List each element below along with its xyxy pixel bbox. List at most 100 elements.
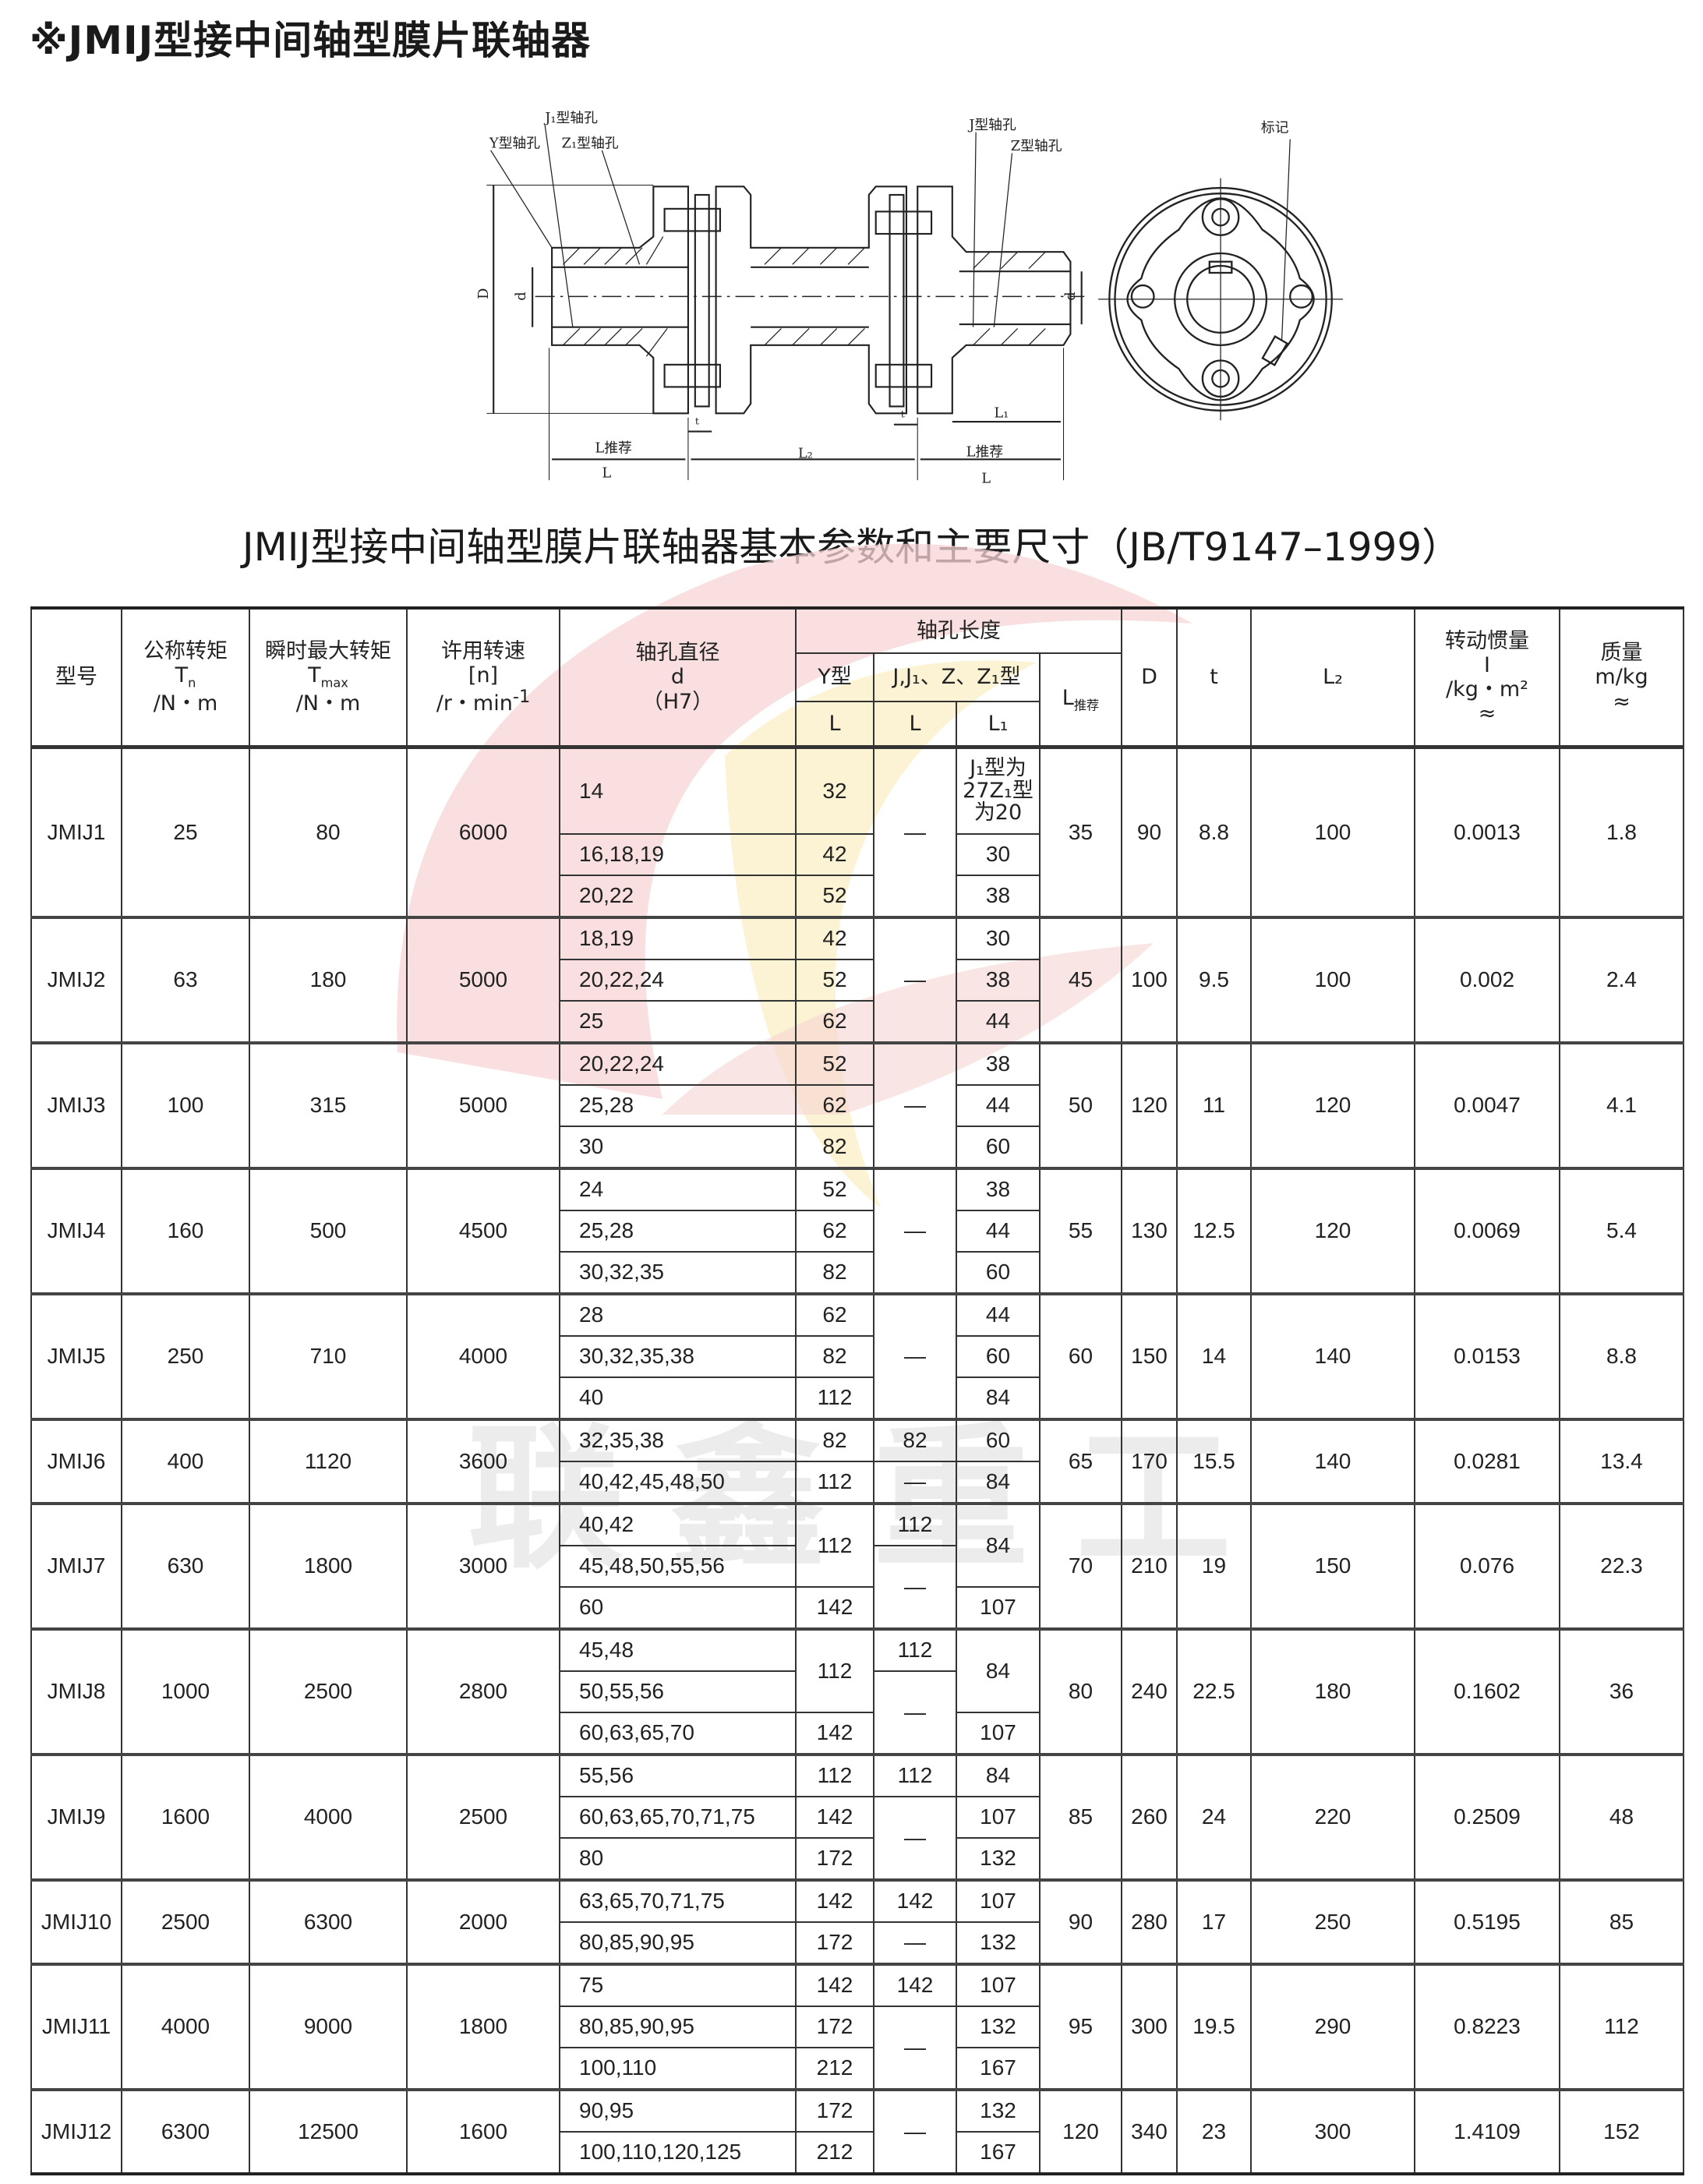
label-t-right: t bbox=[901, 408, 905, 420]
header-tn-name: 公称转矩 bbox=[143, 639, 228, 664]
cell-bore-diameter: 20,22 bbox=[559, 875, 797, 918]
cell-bore-diameter: 16,18,19 bbox=[559, 833, 797, 876]
cell-max-torque: 9000 bbox=[249, 1963, 408, 2090]
label-z1-bore: Z₁型轴孔 bbox=[562, 135, 619, 151]
cell-outer-d: 120 bbox=[1121, 1041, 1178, 1169]
cell-bore-diameter: 24 bbox=[559, 1167, 797, 1211]
header-mass-name: 质量 bbox=[1600, 641, 1643, 666]
cell-y-length: 42 bbox=[795, 833, 874, 876]
cell-model: JMIJ7 bbox=[30, 1502, 122, 1630]
cell-bore-diameter: 45,48 bbox=[559, 1627, 797, 1672]
cell-speed: 4000 bbox=[406, 1292, 560, 1420]
header-speed-sym: [n] bbox=[468, 663, 499, 687]
table-row: 80,85,90,95 172—132 bbox=[31, 1921, 1684, 1965]
header-bore-length: 轴孔长度 bbox=[795, 607, 1122, 654]
cell-y-length: 212 bbox=[795, 2131, 874, 2175]
cell-outer-d: 300 bbox=[1121, 1963, 1178, 2090]
table-row: 60 142 107 bbox=[31, 1586, 1684, 1630]
cell-nominal-torque: 160 bbox=[121, 1167, 250, 1295]
cell-speed: 2000 bbox=[406, 1878, 560, 1965]
cell-bore-diameter: 30,32,35,38 bbox=[559, 1335, 797, 1378]
cell-jz-length: — bbox=[873, 1545, 957, 1630]
table-row: JMIJ12 6300 12500 1600 90,95 172—132 120 340 23 3… bbox=[30, 2088, 1684, 2175]
cell-jz-length-l1: 84 bbox=[956, 1753, 1041, 1797]
cell-bore-diameter: 63,65,70,71,75 bbox=[559, 1878, 797, 1923]
cell-outer-d: 340 bbox=[1121, 2088, 1178, 2175]
cell-jz-length-l1: 107 bbox=[956, 1712, 1041, 1755]
table-row: JMIJ6 400 1120 3600 32,35,38 82 82 60 65 170 15.5 1… bbox=[30, 1418, 1684, 1504]
cell-bore-diameter: 25,28 bbox=[559, 1084, 797, 1127]
cell-jz-length: — bbox=[873, 1921, 957, 1965]
cell-nominal-torque: 25 bbox=[121, 745, 250, 918]
header-inertia-name: 转动惯量 bbox=[1445, 628, 1529, 653]
table-row: 45,48,50,55,56 — bbox=[31, 1545, 1684, 1630]
coupling-drawing: J₁型轴孔 Y型轴孔 Z₁型轴孔 J型轴孔 Z型轴孔 标记 D d d t t … bbox=[475, 110, 1344, 487]
cell-l-recommended: 95 bbox=[1039, 1963, 1122, 2090]
cell-model: JMIJ4 bbox=[30, 1167, 122, 1295]
cell-l-recommended: 45 bbox=[1039, 916, 1122, 1044]
cell-bore-diameter: 30,32,35 bbox=[559, 1251, 797, 1295]
table-row: JMIJ8 1000 2500 2800 45,48 112 112 84 80 240 22.5 1… bbox=[30, 1627, 1684, 1755]
cell-jz-length-l1: 107 bbox=[956, 1796, 1041, 1839]
cell-bore-diameter: 60,63,65,70,71,75 bbox=[559, 1796, 797, 1839]
cell-jz-length: — bbox=[873, 1670, 957, 1755]
cell-speed: 1600 bbox=[406, 2088, 560, 2175]
label-j1-bore: J₁型轴孔 bbox=[543, 110, 598, 126]
cell-y-length: 52 bbox=[795, 1167, 874, 1211]
cell-bore-diameter: 18,19 bbox=[559, 916, 797, 960]
cell-mass: 13.4 bbox=[1559, 1418, 1684, 1504]
table-row: 100,110 212 167 bbox=[31, 2047, 1684, 2090]
cell-max-torque: 4000 bbox=[249, 1753, 408, 1881]
cell-inertia: 0.076 bbox=[1414, 1502, 1560, 1630]
label-y-bore: Y型轴孔 bbox=[489, 135, 540, 151]
label-d-left: d bbox=[513, 292, 529, 300]
cell-y-length: 142 bbox=[795, 1796, 874, 1839]
cell-max-torque: 1800 bbox=[249, 1502, 408, 1630]
header-max-torque: 瞬时最大转矩 Tmax/N・m bbox=[249, 607, 408, 749]
cell-speed: 2500 bbox=[406, 1753, 560, 1881]
cell-jz-length-l1: 44 bbox=[956, 1210, 1041, 1253]
cell-mass: 1.8 bbox=[1559, 745, 1684, 918]
cell-jz-length-l1: 44 bbox=[956, 1292, 1041, 1337]
cell-jz-length: 142 bbox=[873, 1963, 957, 2007]
cell-y-length: 52 bbox=[795, 875, 874, 918]
label-L-left: L bbox=[602, 465, 611, 481]
cell-y-length: 112 bbox=[795, 1376, 874, 1420]
cell-bore-diameter: 40,42,45,48,50 bbox=[559, 1461, 797, 1504]
label-L1: L₁ bbox=[994, 405, 1009, 422]
cell-jz-length: — bbox=[873, 916, 957, 1044]
cell-mass: 48 bbox=[1559, 1753, 1684, 1881]
cell-jz-length-l1: 44 bbox=[956, 1084, 1041, 1127]
header-jz-L: L bbox=[873, 701, 957, 749]
cell-jz-length-l1: 107 bbox=[956, 1963, 1041, 2007]
cell-jz-length: — bbox=[873, 745, 957, 918]
cell-t: 9.5 bbox=[1176, 916, 1252, 1044]
cell-jz-length-l1: 84 bbox=[956, 1502, 1041, 1588]
cell-l2: 100 bbox=[1250, 745, 1415, 918]
cell-speed: 5000 bbox=[406, 1041, 560, 1169]
cell-y-length: 142 bbox=[795, 1878, 874, 1923]
cell-y-length: 172 bbox=[795, 1837, 874, 1881]
header-lrec-sym: L bbox=[1062, 685, 1074, 710]
cell-y-length: 62 bbox=[795, 1000, 874, 1044]
cell-model: JMIJ3 bbox=[30, 1041, 122, 1169]
cell-jz-length: — bbox=[873, 2088, 957, 2175]
cell-outer-d: 260 bbox=[1121, 1753, 1178, 1881]
cell-bore-diameter: 50,55,56 bbox=[559, 1670, 797, 1713]
spec-table: 型号 公称转矩 Tn/N・m 瞬时最大转矩 Tmax/N・m 许用转速 [n]/r・m… bbox=[30, 606, 1684, 2175]
cell-bore-diameter: 45,48,50,55,56 bbox=[559, 1545, 797, 1588]
label-d-right: d bbox=[1062, 292, 1079, 300]
table-row: JMIJ7 630 1800 3000 40,42 112 112 84 70 210 19 150 0… bbox=[30, 1502, 1684, 1630]
cell-l2: 120 bbox=[1250, 1167, 1415, 1295]
header-jz-type: J,J₁、Z、Z₁型 bbox=[873, 652, 1041, 702]
label-L-right: L bbox=[981, 471, 991, 487]
cell-bore-diameter: 32,35,38 bbox=[559, 1418, 797, 1462]
cell-bore-diameter: 25 bbox=[559, 1000, 797, 1044]
label-mark: 标记 bbox=[1261, 120, 1289, 136]
label-D: D bbox=[475, 288, 492, 299]
cell-bore-diameter: 25,28 bbox=[559, 1210, 797, 1253]
cell-l2: 100 bbox=[1250, 916, 1415, 1044]
cell-jz-length-l1: 38 bbox=[956, 1167, 1041, 1211]
cell-jz-length-l1: 38 bbox=[956, 959, 1041, 1002]
cell-max-torque: 12500 bbox=[249, 2088, 408, 2175]
